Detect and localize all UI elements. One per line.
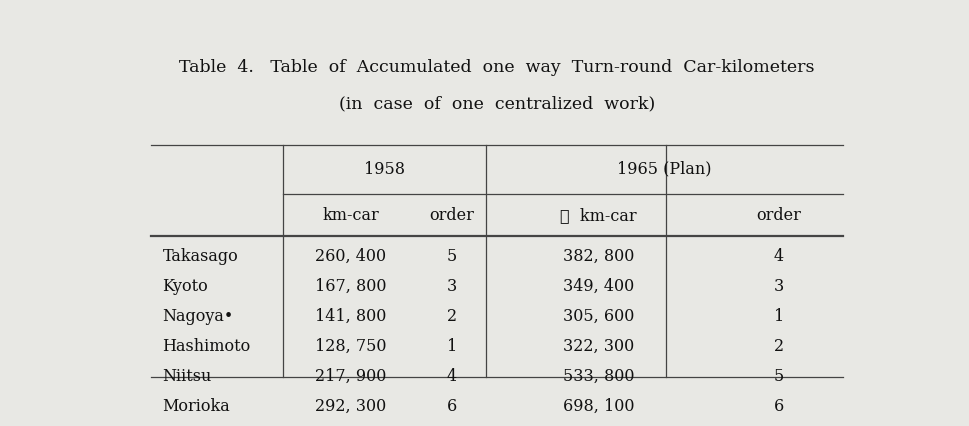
- Text: Niitsu: Niitsu: [163, 368, 212, 385]
- Text: 349, 400: 349, 400: [562, 278, 634, 295]
- Text: 128, 750: 128, 750: [315, 338, 386, 355]
- Text: 217, 900: 217, 900: [315, 368, 386, 385]
- Text: order: order: [756, 207, 800, 224]
- Text: 292, 300: 292, 300: [315, 398, 386, 414]
- Text: Table  4.   Table  of  Accumulated  one  way  Turn-round  Car-kilometers: Table 4. Table of Accumulated one way Tu…: [179, 59, 814, 76]
- Text: 1958: 1958: [363, 161, 404, 178]
- Text: Takasago: Takasago: [163, 248, 238, 265]
- Text: 698, 100: 698, 100: [562, 398, 634, 414]
- Text: 141, 800: 141, 800: [315, 308, 386, 325]
- Text: 3: 3: [773, 278, 783, 295]
- Text: 1965 (Plan): 1965 (Plan): [616, 161, 711, 178]
- Text: 2: 2: [447, 308, 456, 325]
- Text: 3: 3: [447, 278, 456, 295]
- Text: Hashimoto: Hashimoto: [163, 338, 251, 355]
- Text: (in  case  of  one  centralized  work): (in case of one centralized work): [338, 95, 655, 112]
- Text: 382, 800: 382, 800: [562, 248, 634, 265]
- Text: 4: 4: [773, 248, 783, 265]
- Text: 2: 2: [773, 338, 783, 355]
- Text: 1: 1: [447, 338, 456, 355]
- Text: 6: 6: [773, 398, 783, 414]
- Text: 4: 4: [447, 368, 456, 385]
- Text: 5: 5: [773, 368, 783, 385]
- Text: 5: 5: [447, 248, 456, 265]
- Text: Morioka: Morioka: [163, 398, 230, 414]
- Text: 260, 400: 260, 400: [315, 248, 386, 265]
- Text: order: order: [429, 207, 474, 224]
- Text: km-car: km-car: [322, 207, 379, 224]
- Text: 6: 6: [447, 398, 456, 414]
- Text: Nagoya•: Nagoya•: [163, 308, 234, 325]
- Text: 533, 800: 533, 800: [562, 368, 634, 385]
- Text: Kyoto: Kyoto: [163, 278, 208, 295]
- Text: 322, 300: 322, 300: [562, 338, 634, 355]
- Text: 167, 800: 167, 800: [315, 278, 386, 295]
- Text: 305, 600: 305, 600: [562, 308, 634, 325]
- Text: ⹁  km-car: ⹁ km-car: [560, 207, 637, 224]
- Text: 1: 1: [773, 308, 783, 325]
